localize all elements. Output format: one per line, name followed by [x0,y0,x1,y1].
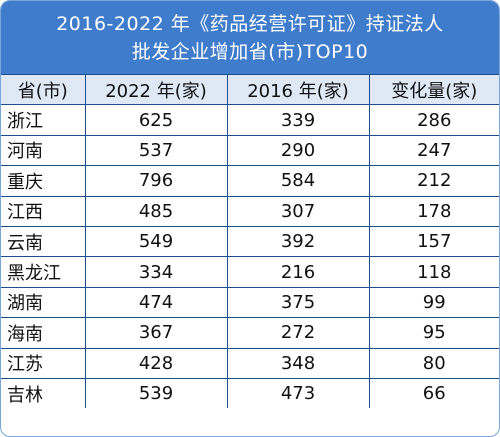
table-row: 江西 485 307 178 [1,195,499,227]
province-cell: 云南 [1,225,86,258]
table-row: 重庆 796 584 212 [1,165,499,197]
province-cell: 江苏 [1,347,86,379]
change-cell: 80 [368,347,499,379]
change-cell: 66 [368,377,499,409]
value-2022-cell: 367 [84,317,228,349]
value-2022-cell: 474 [84,286,228,319]
province-cell: 江西 [1,195,86,227]
value-2022-cell: 428 [84,347,228,379]
change-cell: 157 [368,225,499,258]
value-2022-cell: 485 [84,195,228,227]
value-2016-cell: 307 [226,195,370,227]
value-2016-cell: 584 [226,165,370,197]
table-row: 海南 367 272 95 [1,317,499,349]
province-cell: 海南 [1,317,86,349]
data-table: 省(市) 2022 年(家) 2016 年(家) 变化量(家) 浙江 625 339… [1,73,499,409]
header-province: 省(市) [1,73,86,106]
value-2016-cell: 473 [226,377,370,409]
change-cell: 212 [368,165,499,197]
value-2022-cell: 539 [84,377,228,409]
province-cell: 河南 [1,134,86,167]
table-row: 黑龙江 334 216 118 [1,256,499,288]
value-2022-cell: 334 [84,256,228,288]
table-row: 浙江 625 339 286 [1,104,499,136]
header-row: 省(市) 2022 年(家) 2016 年(家) 变化量(家) [1,73,499,106]
value-2016-cell: 375 [226,286,370,319]
value-2022-cell: 537 [84,134,228,167]
table-row: 河南 537 290 247 [1,134,499,167]
change-cell: 118 [368,256,499,288]
value-2022-cell: 549 [84,225,228,258]
change-cell: 99 [368,286,499,319]
province-cell: 黑龙江 [1,256,86,288]
province-cell: 浙江 [1,104,86,136]
province-cell: 湖南 [1,286,86,319]
value-2016-cell: 272 [226,317,370,349]
value-2016-cell: 216 [226,256,370,288]
header-change: 变化量(家) [368,73,499,106]
table-row: 江苏 428 348 80 [1,347,499,379]
change-cell: 178 [368,195,499,227]
value-2022-cell: 796 [84,165,228,197]
value-2016-cell: 290 [226,134,370,167]
table-row: 云南 549 392 157 [1,225,499,258]
table-row: 湖南 474 375 99 [1,286,499,319]
change-cell: 95 [368,317,499,349]
header-2016: 2016 年(家) [226,73,370,106]
title-line-1: 2016-2022 年《药品经营许可证》持证法人 [56,12,444,35]
province-cell: 重庆 [1,165,86,197]
table-title: 2016-2022 年《药品经营许可证》持证法人 批发企业增加省(市)TOP10 [1,1,499,74]
header-2022: 2022 年(家) [84,73,228,106]
change-cell: 247 [368,134,499,167]
value-2016-cell: 339 [226,104,370,136]
table-row: 吉林 539 473 66 [1,377,499,409]
value-2016-cell: 348 [226,347,370,379]
value-2016-cell: 392 [226,225,370,258]
value-2022-cell: 625 [84,104,228,136]
province-cell: 吉林 [1,377,86,409]
title-line-2: 批发企业增加省(市)TOP10 [131,40,369,63]
change-cell: 286 [368,104,499,136]
